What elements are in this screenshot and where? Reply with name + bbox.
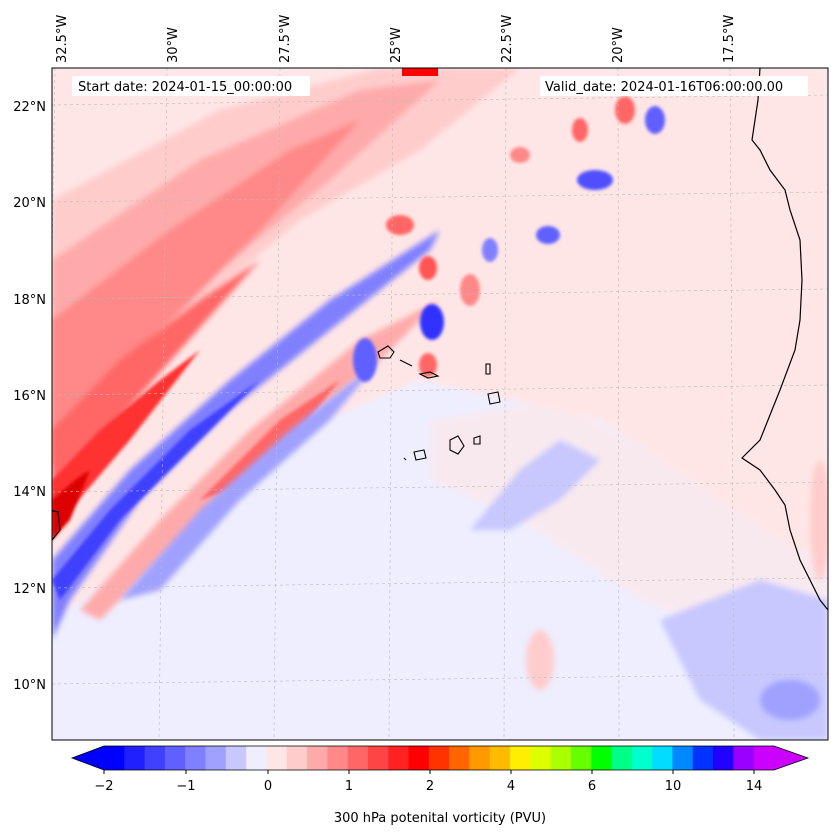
colorbar-label: 300 hPa potenital vorticity (PVU) (334, 811, 546, 826)
colorbar-swatch (489, 746, 511, 770)
lat-label: 10°N (13, 678, 46, 693)
colorbar-swatch (185, 746, 207, 770)
colorbar-swatch (550, 746, 572, 770)
colorbar-tick-label: 10 (665, 779, 682, 794)
cape-verde-islands (377, 345, 501, 461)
colorbar (70, 745, 810, 771)
colorbar-swatch (449, 746, 470, 770)
colorbar-tick-label: −2 (94, 779, 113, 794)
colorbar-swatch (692, 746, 714, 770)
latitude-labels: 22°N 20°N 18°N 16°N 14°N 12°N 10°N (13, 100, 46, 693)
colorbar-swatch (510, 746, 531, 770)
longitude-labels: 32.5°W 30°W 27.5°W 25°W 22.5°W 20°W 17.5… (55, 15, 737, 63)
colorbar-swatch (388, 746, 410, 770)
colorbar-swatch (327, 746, 349, 770)
colorbar-tick-label: 0 (264, 779, 272, 794)
colorbar-tick-label: 2 (426, 779, 434, 794)
pv-field (52, 68, 828, 740)
lat-label: 18°N (13, 293, 46, 308)
colorbar-swatch (286, 746, 308, 770)
colorbar-swatch (672, 746, 694, 770)
colorbar-swatch (733, 746, 755, 770)
colorbar-swatch (225, 746, 247, 770)
colorbar-tick-label: 4 (507, 779, 515, 794)
lon-label: 20°W (611, 27, 626, 63)
lon-label: 30°W (166, 27, 181, 63)
colorbar-swatch (246, 746, 267, 770)
colorbar-swatch (753, 746, 775, 770)
colorbar-swatch (205, 746, 227, 770)
colorbar-swatch (164, 746, 186, 770)
lat-label: 16°N (13, 389, 46, 404)
colorbar-swatch (611, 746, 633, 770)
lon-label: 25°W (389, 27, 404, 63)
africa-coastline (741, 68, 828, 611)
colorbar-tick-label: 6 (588, 779, 596, 794)
colorbar-tick-label: 14 (746, 779, 763, 794)
map-frame (51, 67, 829, 741)
colorbar-max-arrow (774, 746, 808, 770)
colorbar-swatch (367, 746, 389, 770)
lon-label: 22.5°W (500, 15, 515, 63)
lat-label: 20°N (13, 196, 46, 211)
colorbar-swatch (713, 746, 734, 770)
colorbar-swatch (469, 746, 491, 770)
colorbar-tick-label: 1 (345, 779, 353, 794)
lat-label: 22°N (13, 100, 46, 115)
colorbar-swatch (124, 746, 146, 770)
lon-label: 32.5°W (55, 15, 70, 63)
colorbar-swatch (408, 746, 430, 770)
colorbar-min-arrow (72, 746, 104, 770)
colorbar-swatch (307, 746, 328, 770)
colorbar-swatch (266, 746, 288, 770)
valid-date-label: Valid_date: 2024-01-16T06:00:00.00 (545, 80, 783, 95)
colorbar-tick-label: −1 (176, 779, 195, 794)
lon-label: 17.5°W (722, 15, 737, 63)
colorbar-swatch (428, 746, 450, 770)
colorbar-ticks: −2 −1 0 1 2 4 6 10 14 (94, 770, 762, 794)
colorbar-swatch (104, 746, 125, 770)
colorbar-swatch (144, 746, 166, 770)
lat-label: 12°N (13, 582, 46, 597)
lat-label: 14°N (13, 485, 46, 500)
graticule (52, 68, 828, 740)
colorbar-swatch (652, 746, 673, 770)
colorbar-swatch (530, 746, 552, 770)
start-date-label: Start date: 2024-01-15_00:00:00 (78, 80, 292, 95)
lon-label: 27.5°W (278, 15, 293, 63)
colorbar-swatch (570, 746, 592, 770)
colorbar-swatch (591, 746, 613, 770)
colorbar-swatch (347, 746, 369, 770)
colorbar-swatch (631, 746, 653, 770)
